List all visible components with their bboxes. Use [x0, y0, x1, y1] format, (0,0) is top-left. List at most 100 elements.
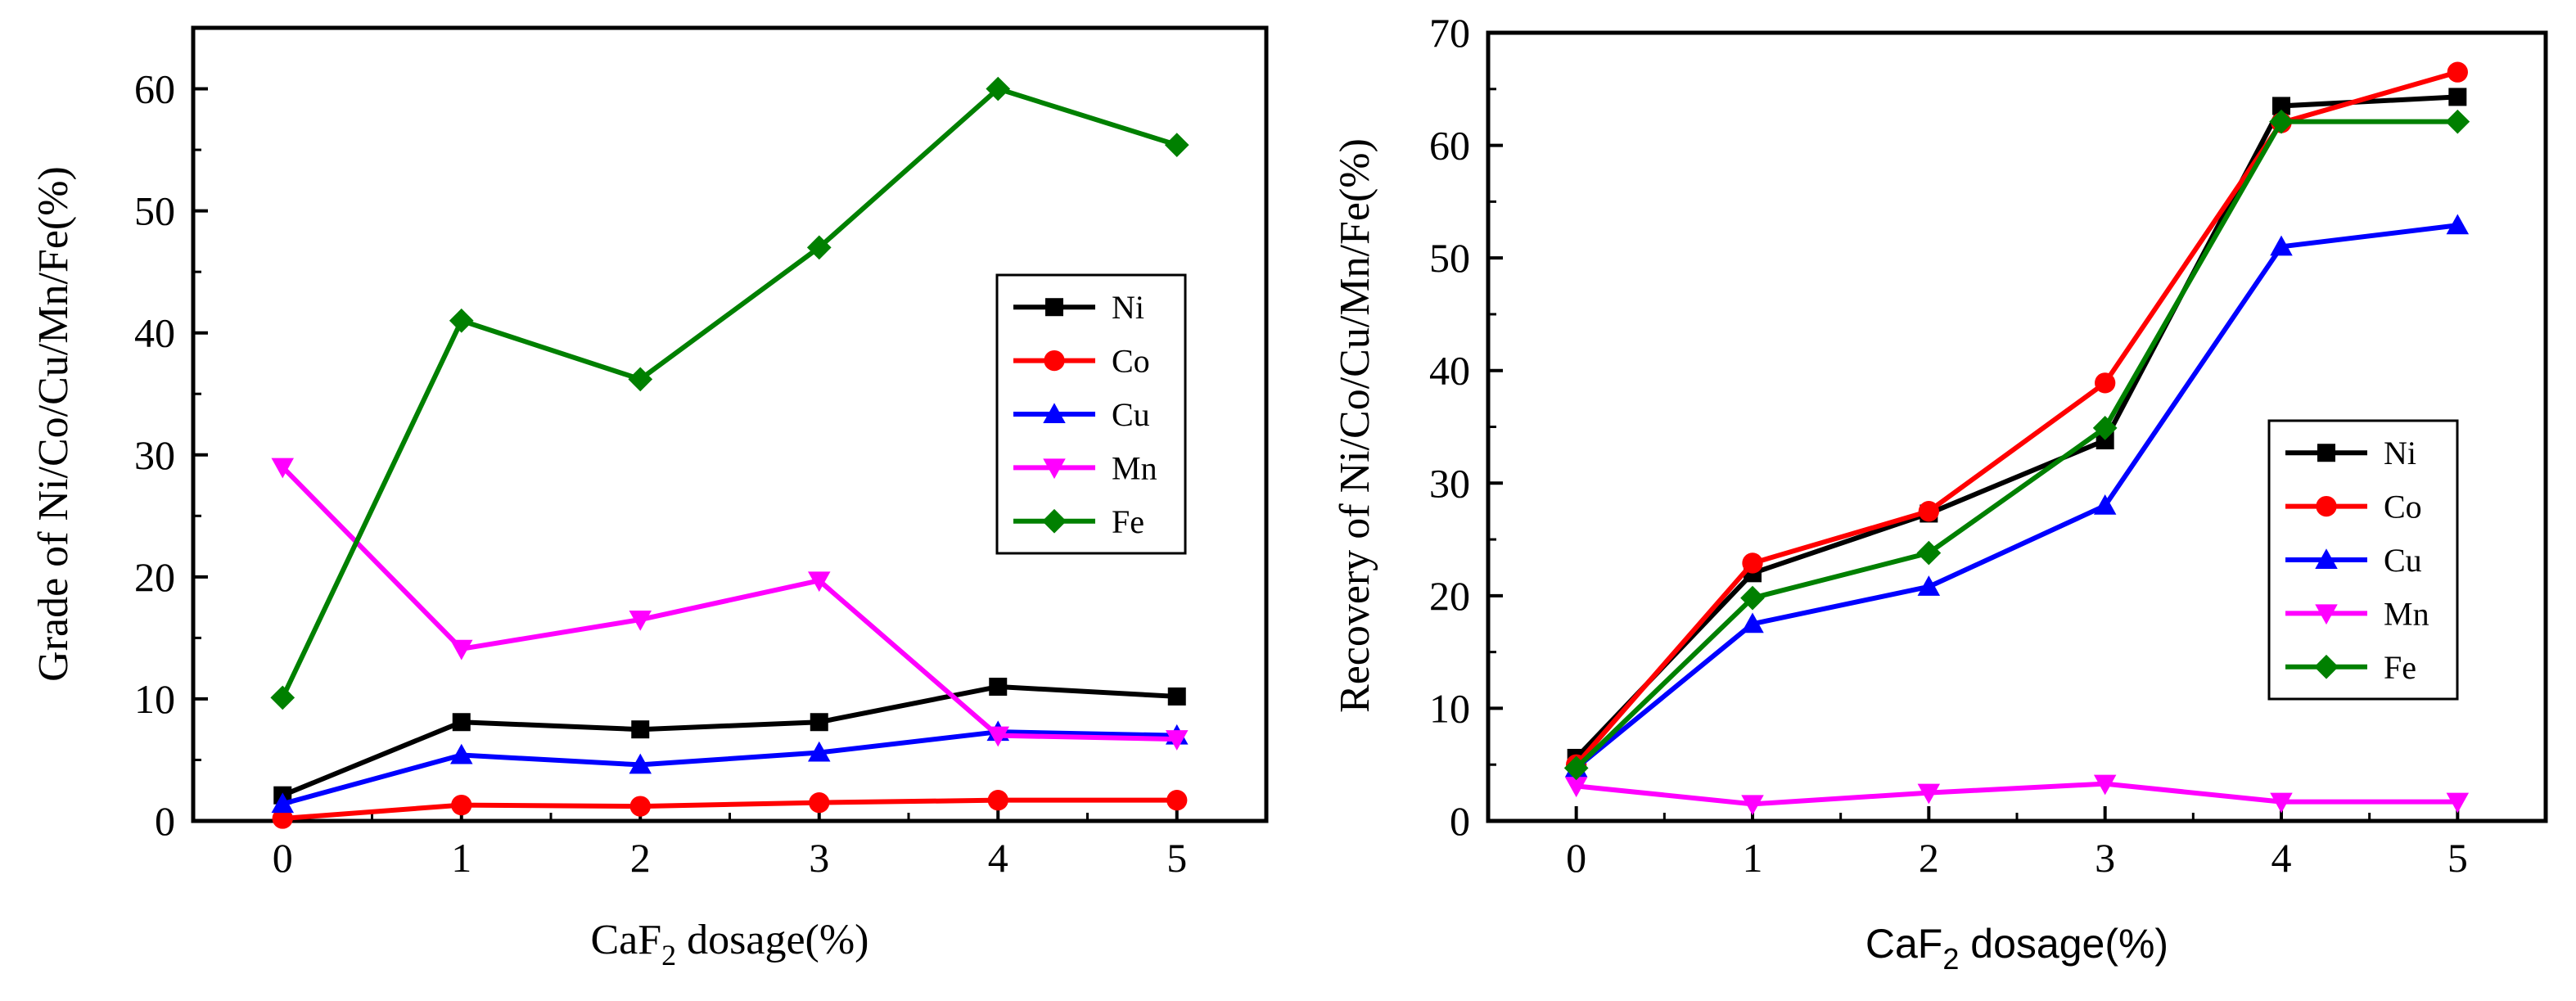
- series-line-cu: [282, 729, 1177, 807]
- data-point-mn: [271, 458, 294, 479]
- legend-label-cu: Cu: [2384, 542, 2422, 579]
- series-line-co: [1574, 70, 2459, 767]
- y-tick-label: 20: [134, 554, 175, 600]
- data-point-fe: [1563, 755, 1589, 781]
- legend-marker-ni: [1045, 298, 1063, 317]
- data-point-mn: [1741, 795, 1764, 816]
- series-line-fe: [280, 86, 1178, 699]
- legend-marker-mn: [2315, 604, 2338, 625]
- y-tick-label: 10: [1429, 685, 1470, 731]
- data-point-mn: [1564, 777, 1588, 798]
- legend-marker-ni: [2317, 444, 2335, 462]
- data-point-fe: [1916, 540, 1942, 566]
- data-point-ni: [2448, 88, 2467, 106]
- series-line-co: [282, 797, 1177, 822]
- data-point-cu: [2093, 494, 2117, 515]
- data-point-fe: [806, 235, 832, 260]
- legend-label-fe: Fe: [2384, 649, 2416, 686]
- legend-label-mn: Mn: [1112, 449, 1157, 486]
- x-tick-label: 1: [451, 835, 471, 881]
- series-line-mn: [281, 465, 1177, 742]
- data-point-mn: [450, 639, 473, 661]
- y-tick-label: 0: [1450, 798, 1470, 844]
- y-tick-label: 0: [155, 798, 175, 844]
- legend-marker-mn: [1043, 458, 1066, 480]
- legend-label-fe: Fe: [1112, 503, 1144, 540]
- x-tick-label: 4: [2271, 835, 2292, 881]
- y-axis-title: Recovery of Ni/Co/Cu/Mn/Fe(%): [1332, 138, 1378, 713]
- data-point-ni: [452, 713, 471, 732]
- data-point-ni: [989, 678, 1008, 697]
- y-axis-title: Grade of Ni/Co/Cu/Mn/Fe(%): [30, 166, 77, 682]
- data-point-co: [2447, 61, 2468, 83]
- data-point-co: [1918, 501, 1939, 522]
- series-line-fe: [1574, 119, 2458, 770]
- x-tick-label: 5: [1166, 835, 1187, 881]
- data-point-fe: [2269, 109, 2294, 134]
- legend-label-ni: Ni: [2384, 435, 2416, 471]
- data-point-mn: [2446, 792, 2470, 814]
- data-point-cu: [1917, 575, 1941, 596]
- data-point-co: [629, 796, 651, 817]
- series-line-ni: [1574, 94, 2458, 760]
- legend-label-mn: Mn: [2384, 595, 2429, 632]
- y-tick-label: 30: [1429, 460, 1470, 506]
- y-tick-label: 60: [1429, 123, 1470, 169]
- data-point-fe: [1164, 133, 1189, 157]
- x-tick-label: 2: [1919, 835, 1939, 881]
- data-point-co: [451, 794, 472, 816]
- x-axis-title: CaF2 dosage(%): [590, 917, 868, 972]
- legend-label-co: Co: [2384, 489, 2422, 525]
- data-point-co: [2095, 372, 2116, 394]
- x-tick-label: 5: [2447, 835, 2468, 881]
- legend-marker-cu: [2315, 548, 2338, 569]
- data-point-cu: [271, 792, 294, 814]
- x-tick-label: 1: [1743, 835, 1763, 881]
- legend-marker-fe: [2314, 654, 2339, 679]
- data-point-mn: [629, 611, 652, 631]
- data-point-ni: [2272, 97, 2290, 115]
- data-point-co: [1166, 790, 1188, 811]
- y-tick-label: 50: [134, 188, 175, 234]
- legend-label-cu: Cu: [1112, 396, 1150, 433]
- data-point-co: [809, 791, 830, 814]
- data-point-fe: [2445, 109, 2470, 134]
- data-point-fe: [986, 76, 1011, 101]
- data-point-cu: [1741, 612, 1764, 634]
- legend-marker-fe: [1042, 508, 1067, 534]
- data-point-mn: [1917, 783, 1941, 805]
- legend-marker-co: [2316, 495, 2337, 517]
- y-tick-label: 60: [134, 66, 175, 112]
- data-point-cu: [629, 753, 652, 774]
- data-point-mn: [986, 726, 1009, 747]
- data-point-mn: [2270, 792, 2293, 814]
- y-tick-label: 40: [1429, 348, 1470, 394]
- legend-label-ni: Ni: [1112, 289, 1144, 326]
- data-point-cu: [808, 741, 831, 762]
- data-point-ni: [810, 713, 828, 732]
- y-tick-label: 70: [1429, 10, 1470, 56]
- x-tick-label: 2: [630, 835, 651, 881]
- data-point-ni: [1167, 687, 1186, 706]
- series-line-mn: [1576, 781, 2458, 807]
- data-point-ni: [631, 720, 650, 739]
- x-tick-label: 0: [273, 835, 293, 881]
- data-point-co: [987, 790, 1008, 811]
- legend-label-co: Co: [1112, 343, 1150, 380]
- data-point-mn: [2093, 774, 2117, 796]
- x-tick-label: 0: [1566, 835, 1586, 881]
- data-point-co: [1742, 552, 1763, 574]
- y-tick-label: 10: [134, 676, 175, 722]
- legend-marker-co: [1044, 349, 1065, 372]
- data-point-co: [272, 808, 293, 829]
- y-tick-label: 30: [134, 432, 175, 478]
- data-point-fe: [270, 685, 295, 710]
- data-point-cu: [450, 743, 473, 764]
- y-tick-label: 20: [1429, 573, 1470, 619]
- x-axis-title: CaF2 dosage(%): [1865, 921, 2168, 976]
- y-tick-label: 40: [134, 310, 175, 356]
- data-point-fe: [1740, 585, 1765, 611]
